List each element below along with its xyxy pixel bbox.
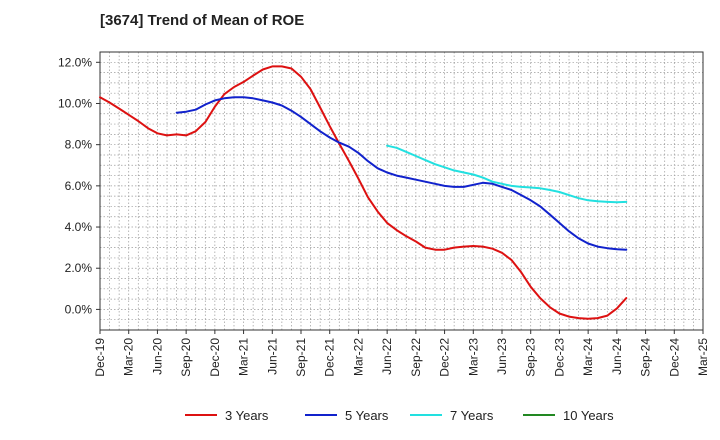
x-tick-label: Mar-22 [351,338,365,376]
x-tick-label: Jun-21 [265,338,279,375]
legend: 3 Years 5 Years 7 Years 10 Years [185,408,614,423]
y-tick-label: 0.0% [65,302,93,316]
x-tick-label: Jun-22 [380,338,394,375]
legend-label: 7 Years [450,408,494,423]
x-tick-label: Mar-25 [696,338,710,376]
x-tick-label: Sep-20 [179,338,193,377]
x-tick-label: Jun-20 [150,338,164,375]
x-tick-label: Dec-20 [208,338,222,377]
series-line-5-years [175,96,628,251]
y-tick-label: 8.0% [65,138,93,152]
series-lines [99,65,628,320]
grid-lines [100,52,703,330]
x-tick-label: Dec-24 [667,338,681,377]
legend-label: 3 Years [225,408,269,423]
y-axis: 0.0% 2.0% 4.0% 6.0% 8.0% 10.0% 12.0% [58,55,100,316]
x-tick-label: Dec-22 [438,338,452,377]
y-tick-label: 10.0% [58,96,92,110]
y-tick-label: 2.0% [65,261,93,275]
x-tick-label: Dec-23 [552,338,566,377]
legend-label: 10 Years [563,408,614,423]
x-tick-label: Dec-19 [93,338,107,377]
y-tick-label: 4.0% [65,220,93,234]
series-line-3-years [99,65,628,320]
plot-area-frame [99,51,704,331]
y-tick-label: 12.0% [58,55,92,69]
x-tick-label: Mar-20 [122,338,136,376]
x-tick-label: Mar-23 [466,338,480,376]
x-tick-label: Sep-23 [524,338,538,377]
x-tick-label: Dec-21 [323,338,337,377]
legend-label: 5 Years [345,408,389,423]
chart-title: [3674] Trend of Mean of ROE [100,12,305,29]
x-tick-label: Mar-21 [237,338,251,376]
x-tick-label: Mar-24 [581,338,595,376]
x-tick-label: Sep-24 [639,338,653,377]
x-axis: Dec-19 Mar-20 Jun-20 Sep-20 Dec-20 Mar-21 Jun-… [93,330,710,377]
x-tick-label: Jun-24 [610,338,624,375]
x-tick-label: Sep-22 [409,338,423,377]
x-tick-label: Jun-23 [495,338,509,375]
x-tick-label: Sep-21 [294,338,308,377]
series-line-7-years [386,144,628,204]
y-tick-label: 6.0% [65,179,93,193]
